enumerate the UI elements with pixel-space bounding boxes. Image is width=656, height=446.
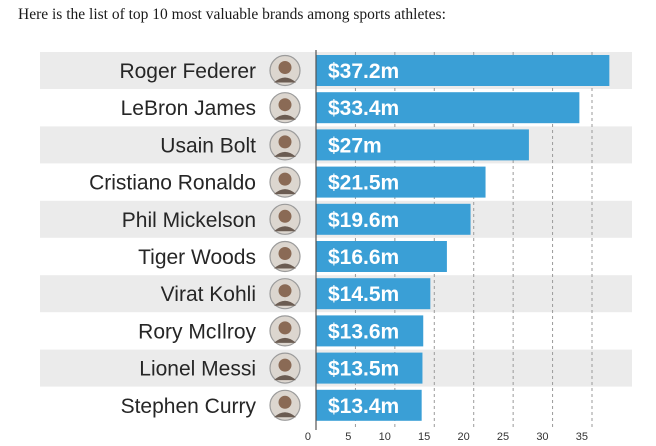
athlete-name: Cristiano Ronaldo [89, 172, 256, 195]
value-label: $13.5m [328, 358, 399, 381]
athlete-name: Stephen Curry [121, 395, 257, 418]
value-label: $37.2m [328, 60, 399, 83]
athlete-name: Usain Bolt [160, 134, 256, 157]
athlete-name: Lionel Messi [139, 358, 256, 381]
bar [316, 389, 422, 421]
athlete-portrait-icon [269, 129, 301, 161]
value-label: $21.5m [328, 172, 399, 195]
intro-text: Here is the list of top 10 most valuable… [18, 6, 446, 23]
tick-label: 30 [536, 431, 548, 443]
bar [316, 352, 423, 384]
athlete-portrait-icon [269, 315, 301, 347]
athlete-portrait-icon [269, 278, 301, 310]
tick-label: 35 [576, 431, 588, 443]
athlete-name: Phil Mickelson [122, 209, 256, 232]
athlete-portrait-icon [269, 92, 301, 124]
tick-label: 0 [305, 431, 311, 443]
bar [316, 315, 424, 347]
bar [316, 241, 447, 272]
athlete-portrait-icon [269, 203, 301, 235]
athlete-name: Roger Federer [119, 60, 256, 83]
athlete-portrait-icon [269, 352, 301, 384]
athlete-portrait-icon [269, 389, 301, 421]
value-label: $27m [328, 134, 382, 157]
bar [316, 55, 610, 86]
value-label: $13.4m [328, 395, 399, 418]
athlete-name: Rory McIlroy [138, 320, 256, 343]
athlete-portrait-icon [269, 54, 301, 87]
bar [316, 166, 486, 198]
bar [316, 92, 580, 124]
tick-label: 20 [457, 431, 469, 443]
athlete-portrait-icon [269, 166, 301, 198]
value-label: $33.4m [328, 97, 399, 120]
value-label: $13.6m [328, 320, 399, 343]
athlete-portrait-icon [269, 240, 301, 273]
athlete-name: LeBron James [121, 97, 256, 120]
tick-label: 10 [379, 431, 391, 443]
athlete-name: Tiger Woods [138, 246, 256, 269]
tick-label: 5 [345, 431, 351, 443]
tick-label: 15 [418, 431, 430, 443]
value-label: $16.6m [328, 246, 399, 269]
value-label: $14.5m [328, 283, 399, 306]
bar [316, 203, 471, 235]
bar [316, 129, 529, 161]
athlete-name: Virat Kohli [161, 283, 256, 306]
tick-label: 25 [497, 431, 509, 443]
bar [316, 278, 431, 310]
value-label: $19.6m [328, 209, 399, 232]
